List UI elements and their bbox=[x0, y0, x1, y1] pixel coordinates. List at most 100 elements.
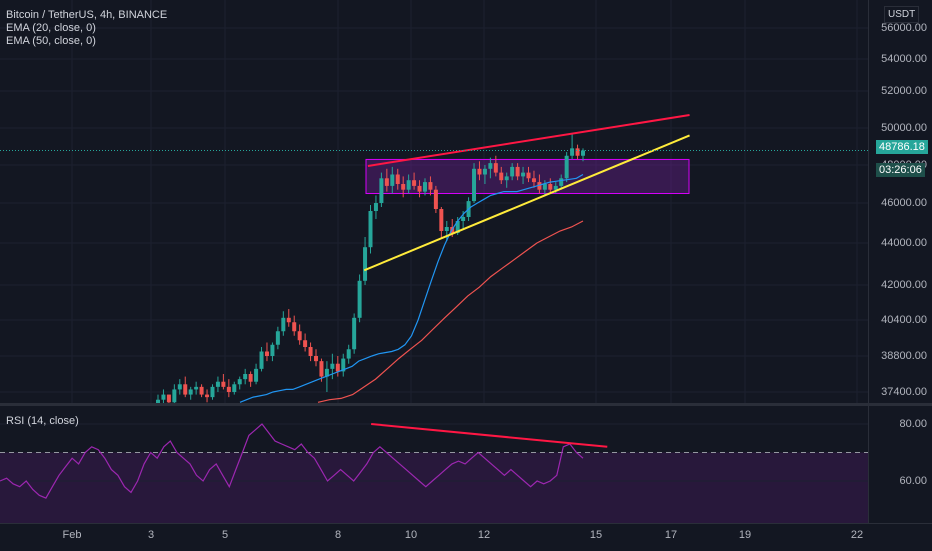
candle-body bbox=[232, 384, 237, 392]
candle-body bbox=[281, 317, 286, 332]
rsi-line bbox=[0, 423, 584, 499]
candle-body bbox=[243, 374, 248, 380]
candle-body bbox=[215, 381, 220, 387]
candle-body bbox=[422, 182, 427, 192]
price-tick: 40400.00 bbox=[881, 314, 927, 326]
rsi-legend[interactable]: RSI (14, close) bbox=[6, 415, 79, 427]
candle-body bbox=[346, 349, 351, 359]
candle-body bbox=[439, 209, 444, 231]
candle-body bbox=[330, 363, 335, 369]
ema20-legend[interactable]: EMA (20, close, 0) bbox=[6, 22, 96, 34]
candle-body bbox=[395, 174, 400, 184]
time-tick: 17 bbox=[664, 529, 678, 541]
price-chart-svg[interactable] bbox=[0, 0, 868, 403]
candle-body bbox=[166, 394, 171, 403]
candle-body bbox=[581, 150, 585, 156]
price-tick: 38800.00 bbox=[881, 350, 927, 362]
rsi-chart-svg[interactable] bbox=[0, 406, 868, 523]
candle-body bbox=[433, 189, 438, 209]
candle-body bbox=[482, 168, 487, 175]
candle-body bbox=[564, 155, 569, 179]
candle-body bbox=[341, 358, 346, 372]
candle-body bbox=[542, 184, 547, 190]
candle-body bbox=[205, 394, 210, 398]
candle-body bbox=[172, 389, 177, 403]
candle-body bbox=[417, 185, 422, 192]
candle-body bbox=[199, 386, 204, 395]
candle-body bbox=[161, 394, 166, 400]
time-tick: 19 bbox=[738, 529, 752, 541]
candle-body bbox=[248, 374, 253, 382]
candle-body bbox=[221, 381, 226, 387]
candle-body bbox=[194, 386, 199, 390]
candle-body bbox=[368, 211, 373, 248]
candle-body bbox=[237, 379, 242, 385]
candle-body bbox=[461, 217, 466, 221]
candle-body bbox=[559, 178, 564, 186]
candle-body bbox=[401, 184, 406, 190]
price-tick: 46000.00 bbox=[881, 197, 927, 209]
candle-body bbox=[406, 180, 411, 190]
candle-body bbox=[455, 221, 460, 233]
candle-body bbox=[270, 344, 275, 356]
wedge-upper-trendline bbox=[367, 114, 690, 167]
candle-body bbox=[488, 163, 493, 169]
time-tick: 22 bbox=[850, 529, 864, 541]
price-axis[interactable]: 56000.00 54000.00 52000.00 50000.00 4800… bbox=[868, 0, 932, 523]
candle-body bbox=[510, 166, 515, 177]
candle-body bbox=[275, 331, 280, 345]
time-tick: 3 bbox=[147, 529, 155, 541]
time-tick: 5 bbox=[221, 529, 229, 541]
currency-label[interactable]: USDT bbox=[884, 6, 920, 23]
price-tick: 37400.00 bbox=[881, 386, 927, 398]
candle-body bbox=[335, 363, 340, 372]
time-axis[interactable]: Feb 3 5 8 10 12 15 17 19 22 bbox=[0, 523, 932, 551]
candle-body bbox=[308, 347, 313, 356]
candle-body bbox=[499, 172, 504, 181]
time-tick: 10 bbox=[404, 529, 418, 541]
candle-body bbox=[570, 148, 575, 156]
bar-countdown-badge: 03:26:06 bbox=[876, 163, 925, 177]
candle-body bbox=[504, 176, 509, 181]
candle-body bbox=[183, 384, 188, 395]
ema20-line bbox=[239, 173, 584, 403]
candle-body bbox=[521, 172, 526, 177]
rsi-tick: 60.00 bbox=[899, 475, 927, 487]
rsi-pane[interactable] bbox=[0, 406, 868, 523]
symbol-legend[interactable]: Bitcoin / TetherUS, 4h, BINANCE EMA (20,… bbox=[6, 9, 167, 48]
price-tick: 54000.00 bbox=[881, 53, 927, 65]
price-pane[interactable] bbox=[0, 0, 868, 403]
candle-body bbox=[553, 185, 558, 190]
candle-body bbox=[379, 178, 384, 203]
rsi-band-fill bbox=[0, 452, 868, 523]
candle-body bbox=[319, 361, 324, 377]
ema50-line bbox=[317, 220, 584, 403]
candle-body bbox=[210, 386, 215, 398]
ema50-legend[interactable]: EMA (50, close, 0) bbox=[6, 35, 96, 47]
pane-separator[interactable] bbox=[0, 403, 932, 406]
price-tick: 42000.00 bbox=[881, 279, 927, 291]
time-tick: 15 bbox=[589, 529, 603, 541]
wedge-lower-trendline bbox=[363, 134, 690, 272]
time-tick: 12 bbox=[477, 529, 491, 541]
candle-body bbox=[493, 163, 498, 173]
candle-body bbox=[428, 182, 433, 190]
candle-body bbox=[188, 389, 193, 395]
candle-body bbox=[254, 368, 259, 382]
candle-body bbox=[526, 172, 531, 179]
last-price-badge: 48786.18 bbox=[876, 140, 928, 154]
candle-body bbox=[472, 168, 477, 202]
symbol-title[interactable]: Bitcoin / TetherUS, 4h, BINANCE bbox=[6, 9, 168, 21]
candle-body bbox=[373, 203, 378, 211]
candle-body bbox=[548, 184, 553, 190]
time-tick: 8 bbox=[334, 529, 342, 541]
rsi-divergence-line bbox=[371, 423, 608, 448]
candle-body bbox=[297, 331, 302, 341]
candle-body bbox=[444, 227, 449, 231]
candle-body bbox=[156, 399, 160, 403]
candle-body bbox=[412, 180, 417, 186]
candle-body bbox=[303, 340, 308, 347]
candle-body bbox=[259, 351, 264, 369]
candle-body bbox=[575, 148, 580, 156]
rsi-tick: 80.00 bbox=[899, 418, 927, 430]
